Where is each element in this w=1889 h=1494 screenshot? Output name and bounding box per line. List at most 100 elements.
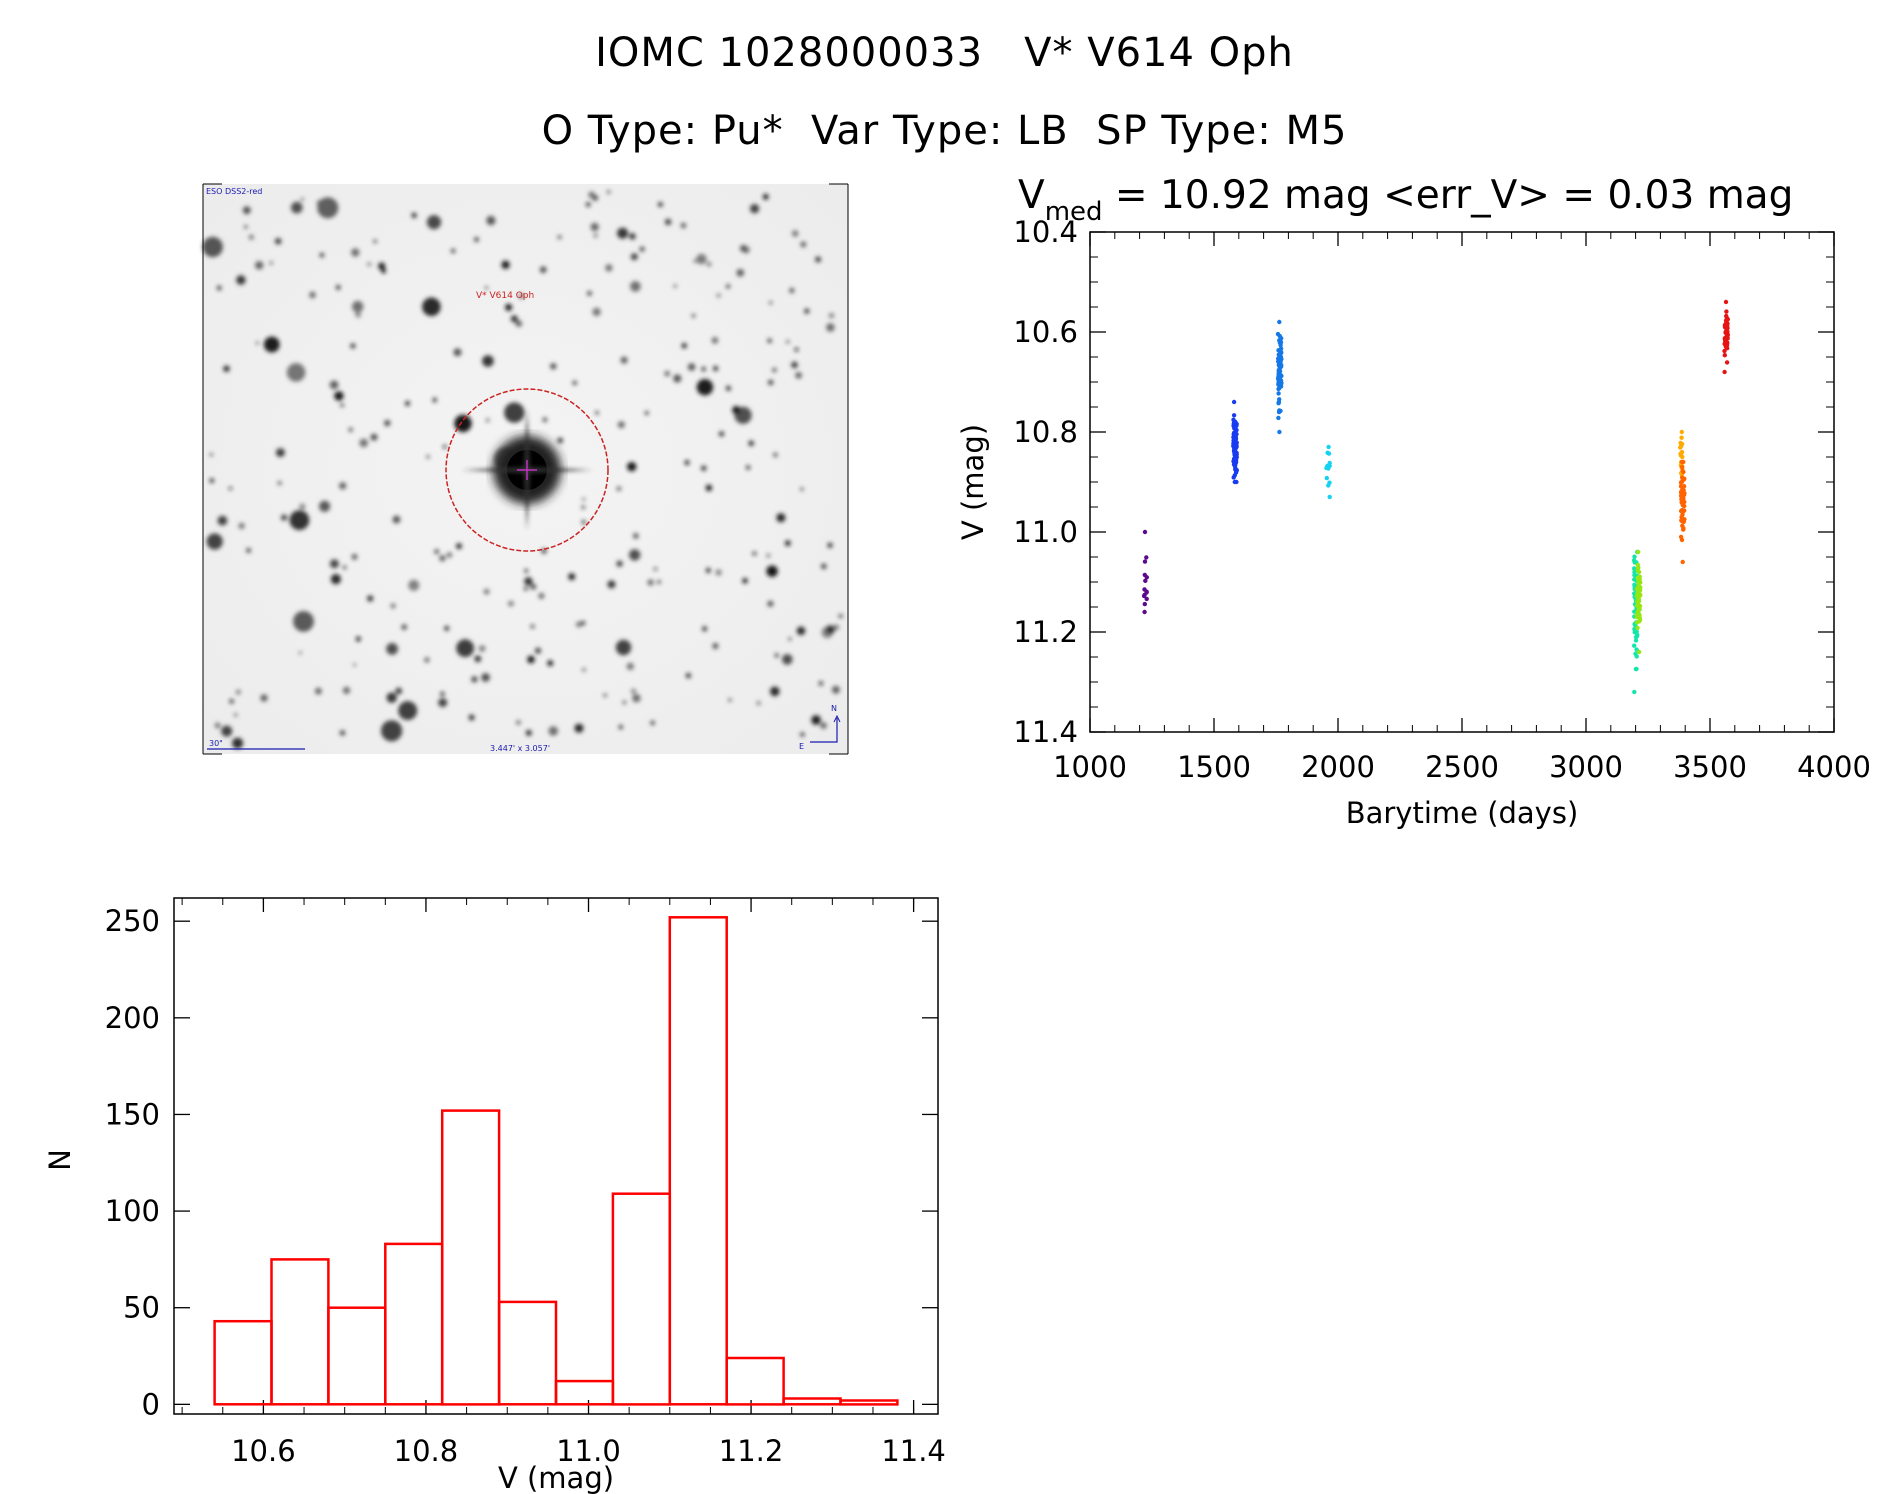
lc-title-v: V	[1018, 173, 1045, 218]
star	[373, 240, 376, 243]
star	[486, 216, 495, 225]
star	[422, 298, 441, 317]
star	[504, 402, 524, 422]
star	[350, 343, 355, 348]
lc-point	[1233, 434, 1237, 438]
lc-point	[1143, 579, 1147, 583]
lc-xtick-label: 1000	[1053, 750, 1127, 784]
star	[800, 488, 803, 491]
hist-bar	[841, 1401, 898, 1405]
lc-xtick-label: 3000	[1549, 750, 1623, 784]
lc-point	[1680, 469, 1684, 473]
hist-bar	[272, 1259, 329, 1404]
star	[278, 481, 282, 485]
star	[586, 202, 590, 206]
star	[203, 237, 223, 257]
star	[278, 449, 281, 452]
star	[746, 466, 750, 470]
star	[485, 286, 489, 290]
star	[330, 381, 339, 390]
star	[527, 656, 535, 664]
lc-point	[1724, 300, 1728, 304]
star	[234, 713, 237, 716]
star	[319, 501, 330, 512]
star	[797, 627, 806, 636]
lc-point	[1232, 462, 1236, 466]
star	[582, 520, 586, 524]
lc-point	[1278, 409, 1282, 413]
hist-bar	[499, 1302, 556, 1404]
lc-point	[1722, 370, 1726, 374]
lc-point	[1277, 386, 1281, 390]
star	[550, 363, 556, 369]
star	[352, 301, 363, 312]
hist-ytick-label: 250	[105, 904, 160, 938]
star	[716, 569, 722, 575]
star	[315, 688, 322, 695]
lc-xtick-label: 2000	[1301, 750, 1375, 784]
star	[701, 466, 706, 471]
figure-canvas: ESO DSS2-red V* V614 Oph 30" 3.447' x 3.…	[0, 0, 1889, 1494]
star	[243, 206, 251, 214]
star	[371, 434, 378, 441]
star	[391, 603, 396, 608]
lc-point	[1324, 466, 1328, 470]
star	[440, 692, 444, 696]
lc-point	[1681, 526, 1685, 530]
lc-point	[1144, 590, 1148, 594]
star	[482, 355, 494, 367]
star	[543, 417, 548, 422]
star	[604, 694, 607, 697]
star	[355, 312, 360, 317]
star	[630, 281, 641, 292]
star	[479, 645, 486, 652]
lc-point	[1636, 600, 1640, 604]
star	[785, 540, 791, 546]
star	[694, 260, 697, 263]
lc-point	[1234, 470, 1238, 474]
star	[791, 362, 798, 369]
lc-point	[1143, 559, 1147, 563]
lc-point	[1680, 465, 1684, 469]
star	[617, 228, 628, 239]
lc-point	[1278, 365, 1282, 369]
star	[697, 379, 713, 395]
star	[367, 595, 373, 601]
star	[665, 219, 671, 225]
star	[775, 654, 779, 658]
star	[576, 622, 582, 628]
star	[351, 248, 359, 256]
star	[287, 363, 306, 382]
star	[650, 721, 655, 726]
star	[664, 371, 670, 377]
lc-ylabel: V (mag)	[956, 424, 990, 540]
star	[244, 225, 247, 228]
hist-bar	[328, 1308, 385, 1405]
lc-ytick-label: 11.2	[1013, 615, 1078, 649]
lc-point	[1638, 580, 1642, 584]
lc-point	[1277, 372, 1281, 376]
star	[359, 439, 368, 448]
star	[246, 548, 251, 553]
lc-point	[1637, 619, 1641, 623]
star	[535, 648, 541, 654]
hist-xlabel: V (mag)	[498, 1461, 614, 1494]
star	[501, 261, 509, 269]
star	[516, 720, 521, 725]
star	[828, 543, 833, 548]
lc-point	[1725, 324, 1729, 328]
star	[320, 253, 325, 258]
lc-ytick-label: 10.4	[1013, 215, 1078, 249]
lc-point	[1635, 626, 1639, 630]
star	[221, 726, 232, 737]
star	[647, 579, 653, 585]
star	[336, 285, 341, 290]
lc-ytick-label: 10.8	[1013, 415, 1078, 449]
star	[530, 584, 536, 590]
lc-point	[1724, 328, 1728, 332]
star	[788, 638, 791, 641]
star	[270, 261, 273, 264]
lc-point	[1680, 450, 1684, 454]
star	[732, 406, 740, 414]
star	[587, 291, 592, 296]
